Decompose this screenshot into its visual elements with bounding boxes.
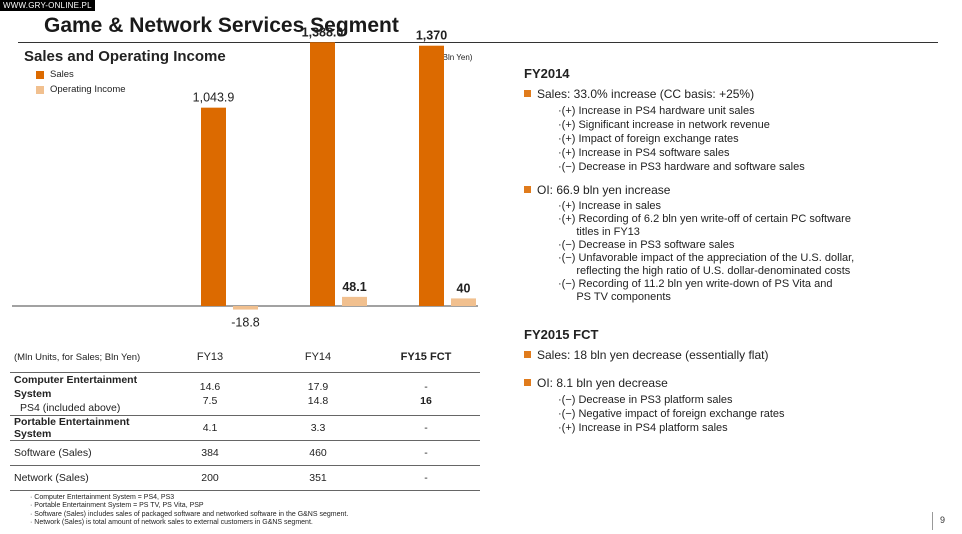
table-row-pes: Portable Entertainment System 4.1 3.3 - [10,415,480,441]
list-item: ·(−) Decrease in PS3 hardware and softwa… [558,161,805,173]
table-row-ces: Computer Entertainment System PS4 (inclu… [10,372,480,416]
cell-software-fy14: 460 [264,440,372,466]
operating-income-data-label-2: 40 [457,281,471,295]
cell-network-fy15: - [372,465,480,491]
chart-title: Sales and Operating Income [24,48,226,65]
table-col-fy14: FY14 [304,351,332,363]
fy2015-title: FY2015 FCT [524,327,599,342]
list-item: ·(+) Recording of 6.2 bln yen write-off … [558,213,851,225]
list-item: PS TV components [558,291,671,303]
cell-ces-fy15: - [424,381,428,393]
bullet-square-icon [524,351,531,358]
watermark: WWW.GRY-ONLINE.PL [0,0,95,11]
footnotes: · Computer Entertainment System = PS4, P… [30,494,348,527]
table-col-fy13: FY13 [196,351,224,363]
sales-bar-1 [310,42,335,306]
cell-ces-fy13: 14.6 [199,381,221,393]
bullet-square-icon [524,379,531,386]
cell-ps4-fy13: 7.5 [202,395,218,407]
sales-bar-0 [201,107,226,306]
cell-pes-fy13: 4.1 [156,415,264,441]
list-item: ·(−) Unfavorable impact of the appreciat… [558,252,855,264]
list-item: ·(+) Impact of foreign exchange rates [558,133,739,145]
title-divider [18,42,938,43]
fy2014-sales-items: ·(+) Increase in PS4 hardware unit sales… [558,104,944,174]
kpi-table: (Mln Units, for Sales; Bln Yen) FY13 FY1… [10,342,480,491]
table-col-fy15: FY15 FCT [400,351,452,363]
fy2015-sales-text: Sales: 18 bln yen decrease (essentially … [537,348,769,362]
list-item: ·(−) Decrease in PS3 software sales [558,239,735,251]
fy2015-sales-bullet: Sales: 18 bln yen decrease (essentially … [524,348,944,362]
row-label-ces: Computer Entertainment System [14,374,138,400]
legend-item-sales: Sales [36,67,126,82]
fy2015-oi-items: ·(−) Decrease in PS3 platform sales ·(−)… [558,393,944,435]
operating-income-bar-2 [451,298,476,306]
chart-unit-label: (Bln Yen) [440,53,473,62]
cell-network-fy14: 351 [264,465,372,491]
fy2014-oi-text: OI: 66.9 bln yen increase [537,183,671,197]
cell-software-fy13: 384 [156,440,264,466]
fy2014-oi-items: ·(+) Increase in sales ·(+) Recording of… [558,200,944,304]
list-item: ·(+) Increase in PS4 platform sales [558,422,728,434]
list-item: ·(+) Increase in PS4 software sales [558,147,730,159]
cell-pes-fy15: - [372,415,480,441]
cell-ces-fy14: 17.9 [307,381,329,393]
row-label-software: Software (Sales) [10,440,156,466]
operating-income-bar-1 [342,296,367,306]
fy2015-oi-bullet: OI: 8.1 bln yen decrease [524,376,944,390]
operating-income-data-label-0: -18.8 [231,316,260,330]
sales-data-label-1: 1,388.0 [302,25,344,39]
table-row-software: Software (Sales) 384 460 - [10,440,480,466]
legend-swatch-operating-income [36,85,44,94]
sales-bar-2 [419,45,444,306]
list-item: ·(−) Decrease in PS3 platform sales [558,394,733,406]
footnote: · Computer Entertainment System = PS4, P… [30,494,175,501]
table-unit-header: (Mln Units, for Sales; Bln Yen) [14,351,141,363]
bullet-square-icon [524,186,531,193]
cell-network-fy13: 200 [156,465,264,491]
row-label-pes: Portable Entertainment System [10,415,156,441]
fy2014-oi-bullet: OI: 66.9 bln yen increase [524,183,944,197]
legend-label-operating-income: Operating Income [50,84,126,95]
footnote: · Software (Sales) includes sales of pac… [30,510,349,518]
fy2014-sales-bullet: Sales: 33.0% increase (CC basis: +25%) [524,87,944,101]
bar-chart: 1,043.9 1,388.0 1,370 -18.8 48.1 40 [12,25,478,330]
list-item: ·(+) Significant increase in network rev… [558,119,770,131]
footnote: · Portable Entertainment System = PS TV,… [30,502,204,510]
table-header-row: (Mln Units, for Sales; Bln Yen) FY13 FY1… [10,342,480,373]
page-number-divider [932,512,933,530]
list-item: titles in FY13 [558,226,640,238]
sales-data-label-0: 1,043.9 [193,91,235,105]
operating-income-data-label-1: 48.1 [342,280,366,294]
row-label-network: Network (Sales) [10,465,156,491]
fy2014-title: FY2014 [524,66,570,81]
fy2015-oi-text: OI: 8.1 bln yen decrease [537,376,668,390]
legend-label-sales: Sales [50,69,74,80]
table-row-network: Network (Sales) 200 351 - [10,465,480,491]
operating-income-bar-0 [233,306,258,310]
sales-data-label-2: 1,370 [416,29,447,43]
slide-title: Game & Network Services Segment [44,14,399,37]
fy2014-sales-text: Sales: 33.0% increase (CC basis: +25%) [537,87,755,101]
cell-pes-fy14: 3.3 [264,415,372,441]
list-item: ·(−) Negative impact of foreign exchange… [558,408,785,420]
footnote: · Network (Sales) is total amount of net… [30,518,313,526]
list-item: ·(+) Increase in sales [558,200,662,212]
list-item: ·(−) Recording of 11.2 bln yen write-dow… [558,278,833,290]
cell-software-fy15: - [372,440,480,466]
cell-ps4-fy14: 14.8 [307,395,329,407]
cell-ps4-fy15: 16 [420,395,432,407]
row-label-ps4: PS4 (included above) [20,402,121,414]
list-item: reflecting the high ratio of U.S. dollar… [558,265,851,277]
list-item: ·(+) Increase in PS4 hardware unit sales [558,105,755,117]
page-number: 9 [940,515,946,525]
bullet-square-icon [524,90,531,97]
chart-legend: Sales Operating Income [36,67,126,97]
legend-item-operating-income: Operating Income [36,82,126,97]
legend-swatch-sales [36,70,44,79]
commentary-panel: FY2014 Sales: 33.0% increase (CC basis: … [524,66,944,435]
